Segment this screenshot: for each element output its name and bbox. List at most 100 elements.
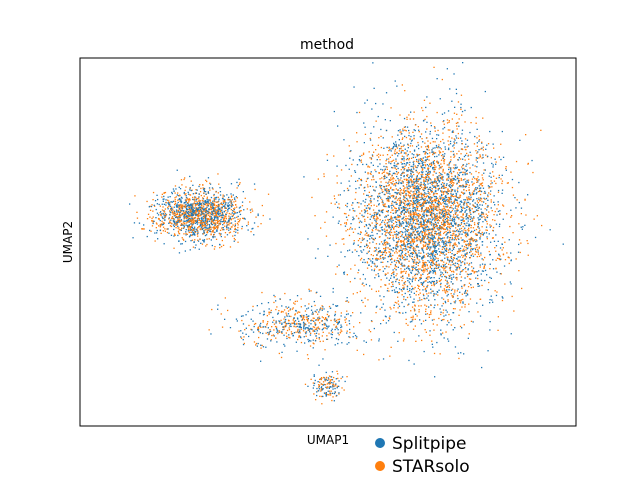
scatter-point [415, 212, 417, 214]
scatter-point [413, 178, 415, 181]
scatter-point [469, 224, 471, 226]
scatter-point [379, 269, 381, 271]
scatter-point [226, 204, 229, 206]
scatter-point [388, 205, 390, 207]
scatter-point [379, 178, 381, 180]
scatter-point [405, 272, 407, 274]
scatter-point [174, 203, 176, 206]
scatter-point [189, 206, 191, 209]
scatter-point [443, 213, 446, 215]
scatter-point [394, 207, 396, 209]
scatter-point [383, 228, 386, 230]
scatter-point [467, 145, 469, 147]
scatter-point [199, 238, 201, 240]
scatter-point [470, 224, 472, 227]
scatter-point [173, 225, 175, 228]
scatter-point [452, 171, 455, 173]
scatter-point [184, 206, 186, 209]
scatter-point [453, 214, 455, 216]
scatter-point [442, 273, 445, 276]
scatter-point [478, 255, 481, 257]
scatter-point [473, 217, 475, 219]
scatter-point [365, 224, 368, 227]
scatter-point [450, 293, 452, 295]
scatter-point [370, 234, 372, 237]
scatter-point [405, 270, 407, 273]
scatter-point [423, 216, 425, 218]
scatter-point [356, 132, 358, 134]
scatter-point [445, 286, 448, 288]
scatter-point [371, 269, 373, 271]
scatter-point [464, 171, 466, 174]
scatter-point [414, 200, 417, 202]
scatter-point [399, 249, 401, 251]
scatter-point [165, 214, 168, 216]
scatter-point [393, 226, 395, 228]
scatter-point [365, 207, 367, 209]
scatter-point [230, 206, 233, 208]
scatter-point [386, 168, 388, 170]
scatter-point [476, 179, 478, 181]
scatter-point [381, 254, 383, 256]
scatter-point [392, 219, 394, 221]
scatter-point [393, 195, 395, 197]
scatter-point [477, 277, 479, 280]
scatter-point [464, 201, 466, 203]
scatter-point [192, 229, 194, 231]
scatter-point [379, 251, 381, 253]
scatter-point [445, 244, 447, 246]
scatter-point [426, 181, 429, 183]
scatter-point [180, 200, 182, 202]
scatter-point [190, 223, 192, 225]
scatter-point [456, 183, 458, 185]
scatter-point [401, 244, 403, 246]
scatter-point [427, 273, 429, 276]
scatter-point [408, 275, 410, 277]
scatter-point [445, 249, 447, 251]
scatter-point [216, 215, 218, 218]
scatter-point [375, 215, 378, 217]
scatter-point [180, 179, 183, 181]
scatter-point [471, 193, 473, 196]
scatter-point [406, 241, 408, 243]
scatter-point [426, 201, 429, 203]
scatter-point [445, 266, 447, 268]
scatter-point [196, 204, 198, 206]
scatter-point [409, 161, 411, 164]
scatter-point [482, 212, 484, 214]
scatter-point [412, 276, 414, 278]
scatter-point [198, 218, 201, 220]
scatter-point [481, 258, 483, 260]
scatter-point [492, 164, 494, 166]
scatter-point [462, 158, 464, 160]
scatter-point [418, 199, 420, 202]
scatter-point [467, 199, 469, 201]
scatter-point [183, 191, 185, 194]
scatter-point [440, 266, 443, 268]
scatter-point [418, 285, 420, 287]
scatter-point [219, 215, 221, 218]
scatter-point [469, 167, 471, 169]
scatter-point [440, 177, 443, 179]
scatter-point [474, 248, 477, 251]
scatter-point [436, 225, 438, 227]
scatter-point [378, 137, 380, 139]
scatter-point [463, 167, 465, 170]
scatter-point [179, 198, 181, 200]
scatter-point [249, 201, 251, 203]
scatter-point [445, 209, 447, 211]
scatter-point [262, 214, 264, 217]
scatter-point [415, 188, 417, 190]
scatter-point [480, 182, 482, 185]
scatter-point [430, 207, 432, 209]
scatter-point [436, 161, 438, 163]
scatter-point [458, 118, 460, 120]
scatter-point [446, 191, 448, 193]
scatter-point [469, 151, 471, 153]
scatter-point [443, 242, 446, 244]
scatter-point [204, 229, 206, 231]
scatter-point [397, 219, 399, 222]
scatter-point [449, 217, 451, 219]
scatter-point [455, 122, 458, 124]
scatter-point [418, 210, 420, 212]
